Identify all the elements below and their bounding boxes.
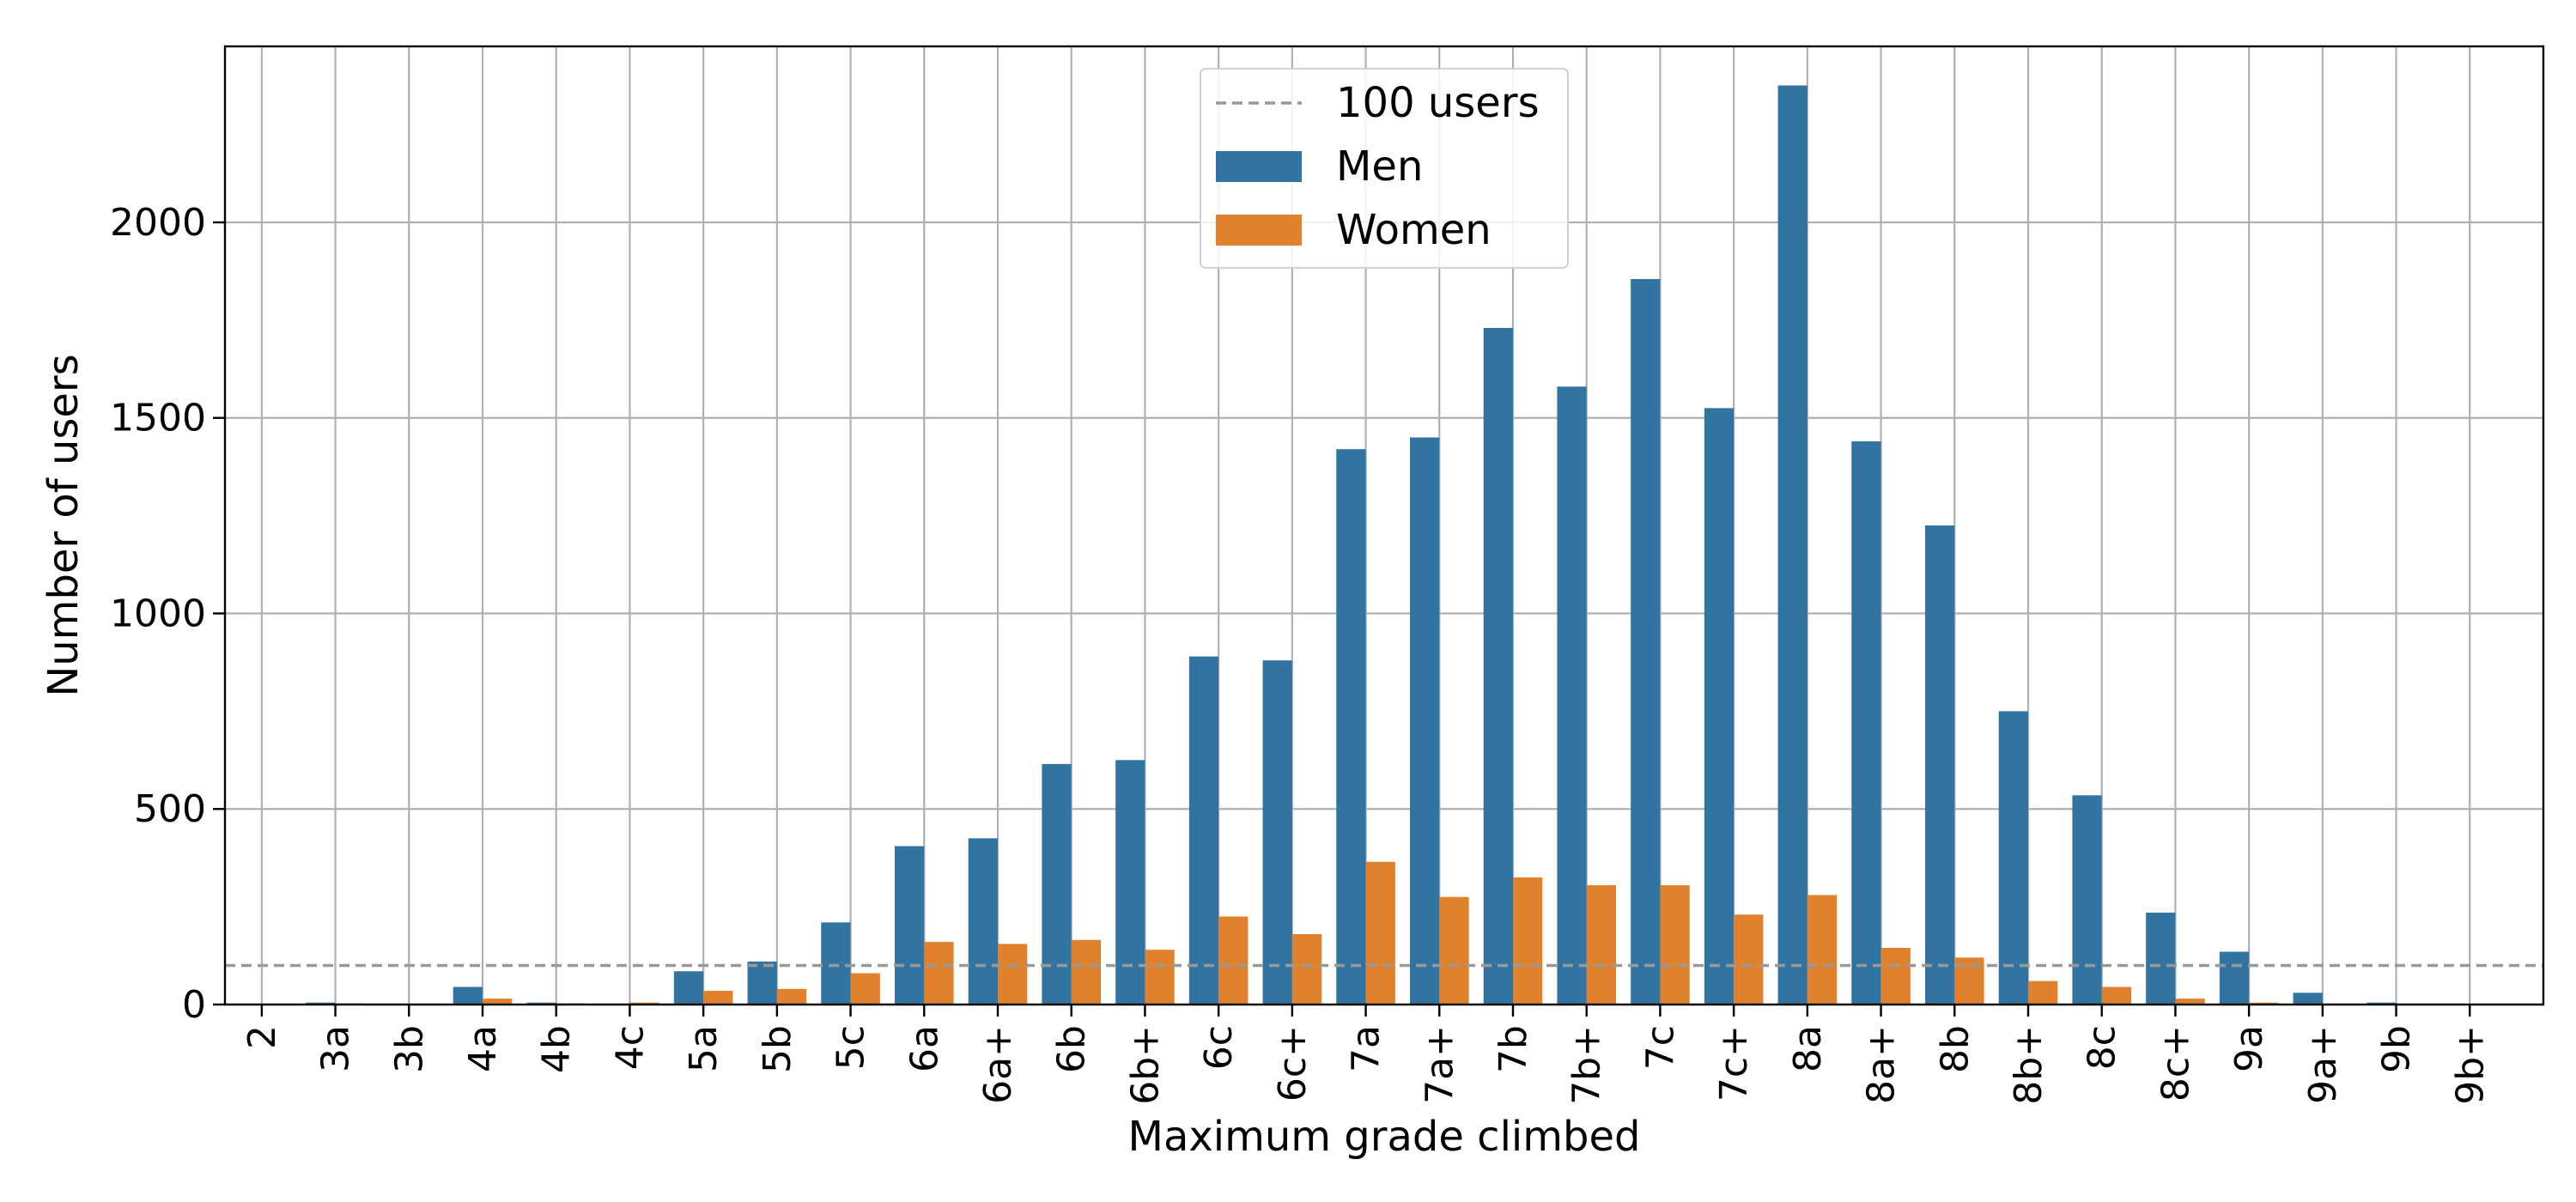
bar-men: [2072, 795, 2102, 1005]
x-tick-label: 7a+: [1418, 1025, 1461, 1104]
x-tick-label: 7b+: [1565, 1025, 1609, 1105]
x-tick-label: 8c: [2081, 1025, 2124, 1070]
legend-swatch-men: [1216, 151, 1302, 182]
bar-men: [2219, 951, 2250, 1005]
bar-men: [2146, 912, 2176, 1005]
bar-men: [1042, 763, 1072, 1005]
bar-men: [1410, 437, 1440, 1005]
x-tick-label: 5c: [829, 1025, 873, 1070]
x-tick-label: 4b: [535, 1025, 579, 1073]
legend-swatch-women: [1216, 215, 1302, 246]
bar-men: [1483, 327, 1513, 1005]
bar-women: [1071, 939, 1101, 1005]
x-tick-label: 7a: [1345, 1025, 1388, 1072]
x-tick-label: 7b: [1492, 1025, 1535, 1073]
x-tick-label: 8b+: [2007, 1025, 2050, 1105]
plot-frame: [223, 45, 2545, 1006]
bar-men: [1998, 711, 2028, 1005]
bar-women: [2028, 980, 2058, 1005]
x-tick-label: 6b+: [1123, 1025, 1167, 1105]
bar-men: [1851, 441, 1881, 1005]
bar-men: [968, 838, 998, 1005]
bar-women: [1660, 885, 1690, 1005]
bar-women: [1513, 877, 1543, 1005]
bar-men: [1262, 660, 1292, 1005]
x-tick-label: 4c: [608, 1025, 652, 1070]
bar-women: [1586, 885, 1616, 1005]
bar-women: [776, 988, 807, 1005]
bar-women: [1291, 934, 1322, 1005]
y-tick-label: 1500: [110, 397, 206, 440]
x-tick-label: 2: [240, 1025, 284, 1049]
y-tick-label: 2000: [110, 201, 206, 245]
bar-women: [1439, 896, 1469, 1005]
x-axis-ticks: 2 3a 3b 4a 4b 4c 5a 5b 5c 6a 6a+ 6b 6b+ 6c 6c+ 7a 7a+ 7b 7…: [240, 1005, 2492, 1105]
x-tick-label: 8a+: [1860, 1025, 1904, 1104]
y-axis-label: Number of users: [39, 354, 88, 696]
legend-label-women: Women: [1336, 206, 1492, 254]
x-tick-label: 8b: [1933, 1025, 1977, 1073]
x-tick-label: 8a: [1786, 1025, 1830, 1072]
legend-label-men: Men: [1336, 143, 1423, 191]
bar-women: [2101, 986, 2131, 1005]
bar-women: [1365, 861, 1395, 1005]
bar-men: [1777, 85, 1807, 1005]
x-tick-label: 6c+: [1271, 1025, 1315, 1102]
x-tick-label: 7c+: [1712, 1025, 1756, 1102]
bar-men: [673, 971, 704, 1005]
x-tick-label: 8c+: [2154, 1025, 2197, 1102]
bar-men: [453, 986, 483, 1005]
bar-women: [483, 999, 513, 1005]
bar-men: [747, 961, 777, 1005]
y-tick-label: 500: [134, 787, 206, 831]
x-tick-label: 9b: [2375, 1025, 2419, 1073]
x-tick-label: 3b: [387, 1025, 431, 1073]
bar-men: [821, 922, 851, 1005]
x-tick-label: 7c: [1638, 1025, 1682, 1070]
bar-women: [850, 973, 880, 1005]
y-tick-label: 1000: [110, 592, 206, 635]
x-tick-label: 9a+: [2301, 1025, 2345, 1104]
x-tick-label: 3a: [314, 1025, 358, 1072]
bar-men: [895, 846, 925, 1005]
bar-women: [2175, 999, 2205, 1005]
bar-women: [1218, 916, 1249, 1005]
bar-women: [1807, 895, 1838, 1005]
bars: [306, 85, 2426, 1005]
x-tick-label: 9a: [2227, 1025, 2271, 1072]
bar-men: [1631, 279, 1661, 1005]
bar-women: [998, 944, 1028, 1005]
bar-men: [1925, 525, 1955, 1005]
x-tick-label: 6a: [902, 1025, 946, 1072]
legend-label-reference-line: 100 users: [1336, 79, 1540, 127]
bar-women: [1145, 950, 1175, 1005]
y-tick-label: 0: [182, 983, 206, 1027]
bar-men: [1336, 449, 1366, 1005]
bar-men: [1557, 386, 1587, 1005]
bar-women: [703, 991, 733, 1005]
bar-women: [924, 942, 954, 1005]
y-axis-ticks: 0 500 1000 1500 2000: [110, 201, 225, 1027]
bar-women: [1880, 947, 1911, 1005]
x-tick-label: 5b: [756, 1025, 799, 1073]
legend: 100 users Men Women: [1200, 68, 1569, 269]
x-tick-label: 6b: [1050, 1025, 1094, 1073]
bar-men: [1188, 656, 1219, 1005]
x-tick-label: 6c: [1197, 1025, 1241, 1070]
bar-men: [1115, 760, 1145, 1005]
bar-men: [2293, 993, 2323, 1005]
x-tick-label: 9b+: [2448, 1025, 2492, 1105]
x-tick-label: 6a+: [976, 1025, 1020, 1104]
bar-men: [1704, 408, 1735, 1005]
bar-women: [1734, 914, 1764, 1005]
x-tick-label: 4a: [461, 1025, 505, 1072]
x-tick-label: 5a: [682, 1025, 726, 1072]
x-axis-label: Maximum grade climbed: [1128, 1113, 1641, 1161]
